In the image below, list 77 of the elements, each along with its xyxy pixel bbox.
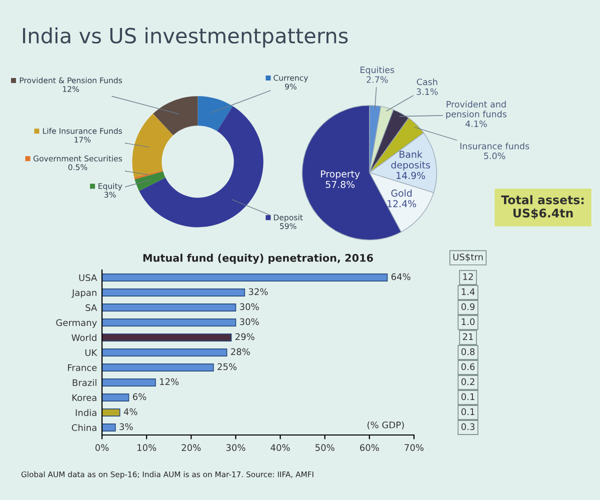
y-tick-label: Germany bbox=[56, 319, 97, 328]
bar bbox=[102, 303, 236, 312]
y-tick-label: World bbox=[72, 334, 96, 342]
slice-label: Gold bbox=[391, 189, 412, 197]
x-tick-label: 20% bbox=[182, 444, 201, 452]
data-label: 32% bbox=[248, 288, 268, 296]
data-label: 57.8% bbox=[326, 180, 355, 188]
bar bbox=[102, 363, 214, 372]
bar bbox=[102, 333, 232, 342]
donut-slice bbox=[153, 96, 198, 136]
data-label: 0.1 bbox=[461, 408, 474, 416]
data-label: 12 bbox=[463, 273, 473, 280]
data-label: 25% bbox=[218, 363, 237, 370]
bar bbox=[102, 273, 388, 282]
data-label: 1.0 bbox=[462, 318, 475, 326]
slice-label: Property bbox=[321, 170, 360, 180]
y-tick-label: France bbox=[68, 364, 97, 372]
bar bbox=[102, 318, 236, 327]
data-label: 29% bbox=[235, 333, 254, 340]
bar bbox=[102, 408, 120, 417]
x-tick-label: 50% bbox=[316, 444, 334, 452]
data-label: 0.9 bbox=[461, 303, 475, 310]
y-tick-label: China bbox=[72, 424, 96, 432]
donut-slice bbox=[139, 106, 264, 228]
y-tick-label: UK bbox=[85, 349, 98, 356]
data-label: 3.1% bbox=[416, 88, 438, 95]
chart-title: Mutual fund (equity) penetration, 2016 bbox=[143, 254, 373, 264]
bar bbox=[102, 348, 228, 357]
data-label: 0.8 bbox=[461, 348, 475, 356]
slice-label: Provident and pension funds bbox=[446, 100, 506, 120]
bar bbox=[102, 288, 246, 297]
data-label: 0.6 bbox=[461, 363, 475, 370]
data-label: 3% bbox=[120, 423, 133, 430]
bar bbox=[102, 378, 156, 387]
data-label: 21 bbox=[462, 333, 473, 340]
slice-label: Bank deposits bbox=[391, 150, 430, 170]
x-tick-label: 70% bbox=[404, 444, 424, 452]
y-tick-label: Korea bbox=[72, 394, 96, 402]
donut-slice bbox=[132, 114, 174, 178]
bar bbox=[102, 423, 116, 432]
annotation: (% GDP) bbox=[368, 421, 404, 430]
data-label: 28% bbox=[231, 348, 250, 356]
data-label: 0.3 bbox=[461, 423, 474, 430]
y-tick-label: Brazil bbox=[72, 379, 96, 386]
y-tick-label: India bbox=[76, 409, 96, 416]
x-tick-label: 30% bbox=[226, 444, 246, 452]
text: US$trn bbox=[453, 253, 483, 262]
x-tick-label: 60% bbox=[360, 444, 379, 452]
data-label: 5.0% bbox=[484, 152, 506, 160]
data-label: 12% bbox=[160, 378, 179, 386]
slice-label: Equities bbox=[360, 66, 394, 75]
data-label: 14.9% bbox=[396, 172, 426, 180]
data-label: 0.2 bbox=[461, 378, 474, 386]
donut-slice bbox=[134, 171, 166, 191]
donut-slice bbox=[134, 170, 164, 180]
text: Total assets: US$6.4tn bbox=[501, 195, 584, 220]
slice-label: Cash bbox=[416, 78, 438, 86]
x-tick-label: 40% bbox=[270, 444, 290, 452]
donut-slice bbox=[198, 96, 233, 132]
x-tick-label: 0% bbox=[95, 444, 109, 452]
data-label: 12.4% bbox=[388, 200, 416, 208]
data-label: 4.1% bbox=[466, 120, 487, 128]
x-tick-label: 10% bbox=[138, 444, 156, 452]
slice-label: Insurance funds bbox=[460, 142, 530, 150]
data-label: 2.7% bbox=[366, 76, 388, 83]
y-tick-label: SA bbox=[86, 304, 98, 312]
bar bbox=[102, 393, 130, 402]
y-tick-label: Japan bbox=[71, 289, 96, 298]
chart-title: India vs US investmentpatterns bbox=[23, 27, 348, 48]
data-label: 0.1 bbox=[461, 393, 474, 400]
data-label: 4% bbox=[124, 408, 138, 416]
data-label: 6% bbox=[132, 393, 146, 400]
y-tick-label: USA bbox=[79, 274, 98, 282]
data-label: 1.4 bbox=[462, 288, 475, 295]
data-label: 64% bbox=[391, 273, 410, 280]
data-label: 30% bbox=[240, 303, 259, 310]
data-label: 30% bbox=[240, 318, 259, 326]
